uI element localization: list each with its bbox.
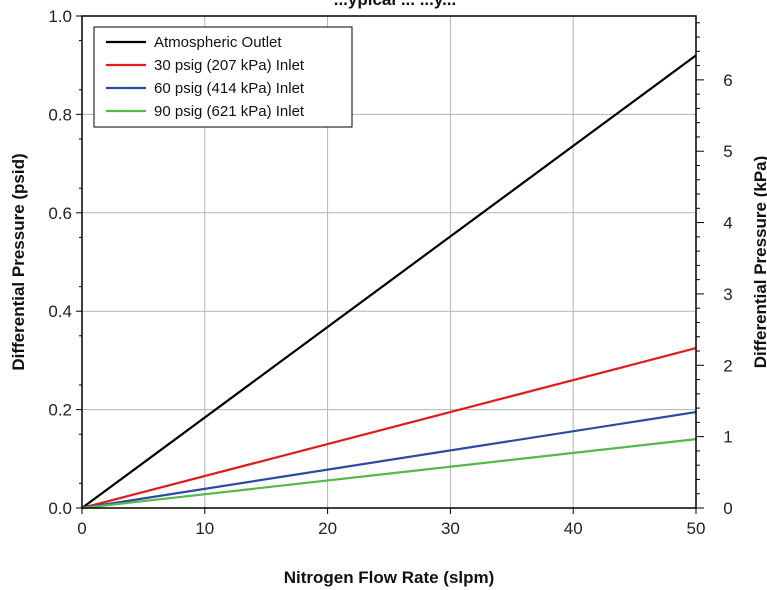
x-tick-label: 10: [195, 519, 214, 538]
series-line-1: [81, 54, 697, 509]
y2-tick-label: 2: [723, 356, 732, 375]
plot-frame: [81, 15, 697, 509]
y-axis-title: Differential Pressure (psid): [9, 153, 28, 370]
legend-label: Atmospheric Outlet: [154, 34, 282, 51]
y-tick-label: 0.6: [48, 204, 72, 223]
y-tick-label: 0.2: [48, 401, 72, 420]
x-tick-label: 0: [77, 519, 86, 538]
chart-title: ...ypical ... ...y...: [334, 0, 457, 9]
y2-tick-label: 4: [723, 214, 732, 233]
y2-tick-label: 3: [723, 285, 732, 304]
series-line-3: [81, 410, 697, 510]
y-tick-label: 0.4: [48, 302, 72, 321]
y-tick-label: 0.8: [48, 105, 72, 124]
series-line-4: [81, 438, 697, 510]
series-lines: [81, 54, 697, 510]
x-tick-label: 20: [318, 519, 337, 538]
y2-tick-label: 5: [723, 142, 732, 161]
y2-tick-label: 6: [723, 71, 732, 90]
x-tick-label: 40: [564, 519, 583, 538]
y-tick-label: 0.0: [48, 499, 72, 518]
series-line-2: [81, 347, 697, 510]
y2-tick-label: 1: [723, 428, 732, 447]
x-axis-title: Nitrogen Flow Rate (slpm): [284, 568, 495, 587]
y-tick-label: 1.0: [48, 7, 72, 26]
x-tick-label: 30: [441, 519, 460, 538]
x-tick-label: 50: [687, 519, 706, 538]
legend-label: 90 psig (621 kPa) Inlet: [154, 103, 305, 120]
legend: Atmospheric Outlet 30 psig (207 kPa) Inle…: [93, 26, 353, 128]
legend-label: 30 psig (207 kPa) Inlet: [154, 57, 305, 74]
y2-tick-label: 0: [723, 499, 732, 518]
legend-label: 60 psig (414 kPa) Inlet: [154, 80, 305, 97]
ticks: 0 10 20 30 40 50 0.0 0.2 0.4 0.6 0.8 1.0 0 1 2 3 4 5 6: [48, 7, 732, 538]
y2-axis-title: Differential Pressure (kPa): [751, 156, 767, 369]
